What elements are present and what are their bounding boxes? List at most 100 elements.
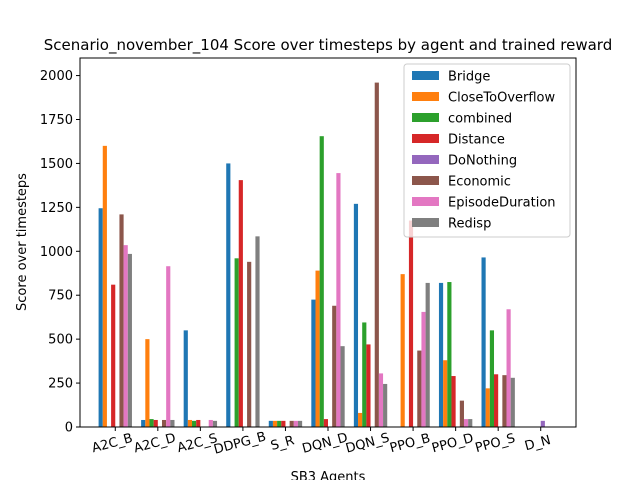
bar-Economic-PPO_S: [502, 375, 507, 427]
y-axis-label: Score over timesteps: [15, 173, 30, 311]
bar-Redisp-DDPG_B: [255, 236, 260, 427]
y-tick-label: 500: [48, 333, 73, 348]
chart-title: Scenario_november_104 Score over timeste…: [44, 36, 612, 55]
bar-Bridge-DQN_D: [311, 299, 316, 427]
bar-Distance-A2C_B: [111, 284, 116, 427]
bar-Economic-DDPG_B: [247, 261, 252, 427]
legend: Bridge CloseToOverflow combined Distance DoN…: [403, 63, 571, 238]
bar-Bridge-DDPG_B: [226, 163, 231, 427]
legend-label: Bridge: [448, 70, 490, 85]
bar-CloseToOverflow-A2C_S: [187, 419, 193, 427]
legend-label: CloseToOverflow: [448, 91, 556, 106]
legend-swatch: [412, 134, 439, 143]
bar-CloseToOverflow-PPO_B: [400, 274, 405, 427]
bar-Bridge-A2C_S: [183, 330, 188, 427]
bar-Distance-PPO_B: [408, 220, 414, 427]
x-tick-label: S_R: [269, 433, 296, 454]
bar-CloseToOverflow-S_R: [272, 420, 278, 427]
bar-Distance-DQN_D: [323, 419, 328, 427]
bar-Redisp-DQN_S: [383, 383, 388, 427]
y-tick-label: 2000: [40, 69, 73, 84]
bar-Distance-DDPG_B: [238, 180, 243, 427]
bar-Bridge-PPO_D: [438, 282, 444, 427]
bar-Bridge-PPO_S: [481, 257, 486, 427]
bar-Distance-DQN_S: [366, 344, 371, 427]
bar-Distance-A2C_S: [196, 419, 201, 427]
bar-Economic-DQN_D: [332, 305, 337, 427]
x-tick-label: DDPG_B: [212, 429, 267, 457]
bar-Redisp-DQN_D: [340, 346, 345, 427]
x-tick-label: PPO_B: [388, 431, 432, 456]
bar-Redisp-S_R: [297, 420, 303, 427]
bar-Distance-PPO_D: [451, 376, 456, 427]
y-axis: 0 250 500 750 1000 1250 1500 1750 2000: [40, 69, 80, 436]
x-tick-label: PPO_D: [430, 431, 475, 456]
bar-Economic-PPO_D: [459, 400, 464, 427]
x-tick-label: DQN_D: [301, 430, 350, 457]
bar-Bridge-DQN_S: [353, 203, 359, 427]
y-tick-label: 0: [65, 421, 73, 436]
bar-Redisp-PPO_S: [510, 377, 515, 427]
bar-Bridge-A2C_B: [98, 208, 103, 427]
bar-Economic-S_R: [289, 420, 294, 427]
bar-Redisp-A2C_B: [127, 253, 132, 427]
x-tick-label: A2C_D: [132, 431, 177, 457]
legend-label: combined: [448, 112, 512, 127]
legend-label: Economic: [448, 175, 511, 190]
bar-EpisodeDuration-S_R: [293, 420, 298, 427]
bar-combined-DQN_S: [362, 322, 367, 427]
legend-label: Distance: [448, 133, 505, 148]
bar-combined-PPO_S: [489, 330, 495, 427]
bar-CloseToOverflow-A2C_D: [145, 339, 150, 427]
bar-EpisodeDuration-A2C_D: [166, 266, 171, 427]
y-tick-label: 250: [48, 377, 73, 392]
bar-CloseToOverflow-A2C_B: [102, 145, 107, 428]
legend-swatch: [412, 176, 439, 185]
legend-box: [403, 63, 571, 238]
y-tick-label: 1750: [40, 113, 73, 128]
legend-swatch: [412, 92, 439, 101]
bar-Redisp-PPO_D: [468, 419, 473, 427]
legend-swatch: [412, 113, 439, 122]
bar-Economic-PPO_B: [417, 350, 422, 427]
y-tick-label: 1250: [40, 201, 73, 216]
bar-combined-S_R: [277, 420, 282, 427]
bar-EpisodeDuration-DQN_S: [378, 373, 384, 427]
bar-EpisodeDuration-A2C_S: [208, 419, 213, 427]
bar-combined-PPO_D: [447, 282, 452, 427]
plot-frame: [79, 57, 577, 428]
y-tick-label: 1000: [40, 245, 73, 260]
legend-swatch: [412, 155, 439, 164]
bar-Bridge-S_R: [268, 420, 273, 427]
x-axis-label: SB3 Agents: [291, 470, 366, 480]
bar-Redisp-PPO_B: [425, 282, 430, 427]
bar-EpisodeDuration-PPO_B: [421, 311, 426, 427]
bar-CloseToOverflow-DQN_D: [315, 270, 320, 427]
bar-Distance-A2C_D: [153, 419, 158, 427]
bar-CloseToOverflow-PPO_S: [485, 388, 490, 427]
x-tick-label: A2C_B: [90, 431, 134, 456]
x-tick-label: PPO_S: [474, 431, 517, 456]
legend-label: DoNothing: [448, 154, 517, 169]
bar-EpisodeDuration-PPO_D: [463, 419, 469, 427]
bar-Distance-PPO_S: [494, 374, 499, 427]
legend-swatch: [412, 218, 439, 227]
y-tick-label: 1500: [40, 157, 73, 172]
bar-EpisodeDuration-DQN_D: [336, 173, 341, 427]
bar-Economic-A2C_B: [119, 214, 124, 427]
bar-EpisodeDuration-A2C_B: [123, 245, 128, 427]
bars-group: [98, 82, 545, 428]
bar-combined-DQN_D: [319, 136, 324, 427]
bar-DoNothing-D_N: [540, 420, 545, 427]
bar-Distance-S_R: [281, 420, 286, 427]
x-tick-label: DQN_S: [344, 431, 391, 457]
bar-CloseToOverflow-PPO_D: [443, 360, 448, 427]
legend-swatch: [412, 71, 439, 80]
legend-label: EpisodeDuration: [448, 196, 556, 211]
legend-swatch: [412, 197, 439, 206]
legend-label: Redisp: [448, 217, 491, 232]
bar-Bridge-A2C_D: [141, 419, 146, 427]
bar-EpisodeDuration-PPO_S: [506, 309, 511, 427]
